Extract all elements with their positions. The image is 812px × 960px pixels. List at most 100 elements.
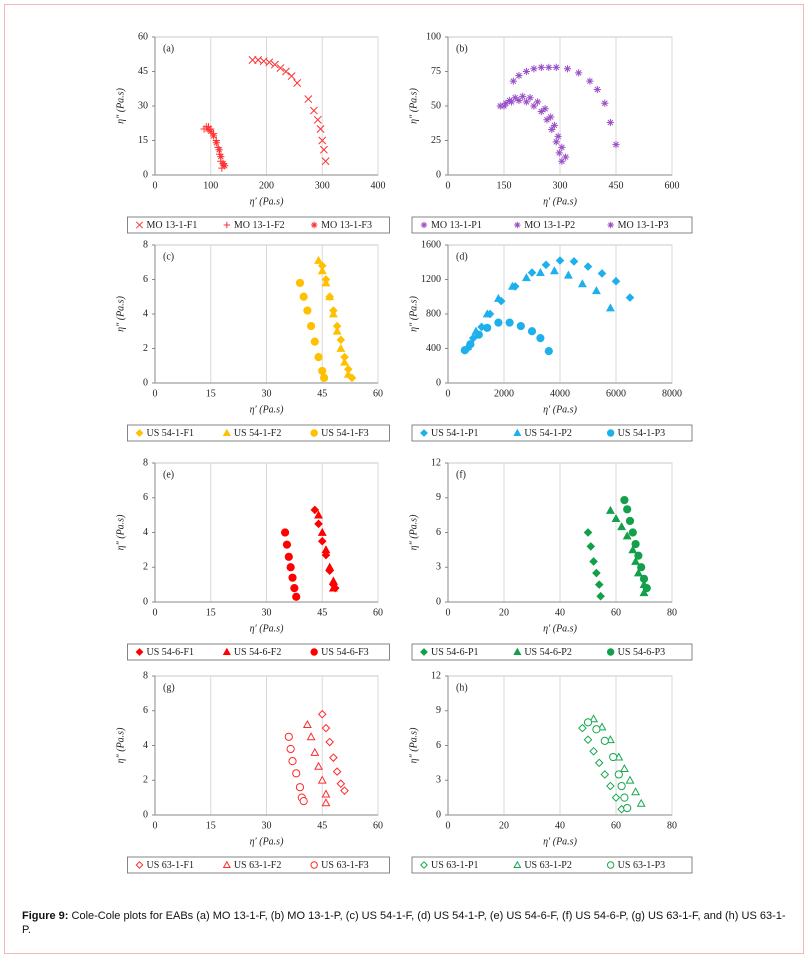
y-axis-label: η″ (Pa.s) [115, 87, 126, 123]
x-axis-label: η′ (Pa.s) [250, 623, 284, 634]
point [633, 568, 643, 577]
point [321, 278, 331, 287]
point [555, 149, 563, 157]
x-tick-label: 30 [262, 388, 272, 399]
point [319, 145, 328, 154]
x-tick-label: 0 [153, 607, 158, 618]
x-tick-label: 40 [555, 820, 565, 831]
point [589, 557, 598, 566]
point [307, 321, 316, 331]
point [600, 770, 610, 779]
legend-marker [135, 429, 144, 437]
y-tick-label: 400 [426, 343, 441, 354]
point [535, 267, 545, 276]
legend-marker [513, 860, 522, 869]
legend-marker [222, 860, 231, 869]
point [526, 94, 534, 102]
y-tick-label: 6 [143, 705, 148, 716]
y-tick-label: 4 [143, 527, 148, 538]
point [310, 337, 319, 346]
point [286, 744, 295, 754]
point [343, 369, 353, 378]
point [537, 63, 545, 71]
point [293, 79, 302, 87]
legend-label: US 54-6-P3 [618, 647, 666, 658]
legend-label: US 54-1-F3 [321, 428, 369, 439]
y-axis-label: η″ (Pa.s) [115, 727, 126, 763]
point [336, 335, 346, 345]
x-tick-label: 45 [317, 388, 327, 399]
point [631, 556, 641, 565]
y-tick-label: 800 [426, 308, 441, 319]
point [314, 255, 323, 264]
x-tick-label: 200 [259, 180, 274, 191]
panel-label: (c) [163, 251, 174, 262]
point [505, 318, 514, 327]
point [310, 505, 320, 515]
point [534, 98, 542, 106]
y-tick-label: 3 [436, 775, 441, 786]
x-tick-label: 30 [262, 820, 272, 831]
y-tick-label: 4 [143, 740, 148, 751]
point [217, 153, 225, 161]
point [600, 736, 609, 745]
point [325, 562, 335, 571]
point [287, 72, 296, 81]
legend-label: US 63-1-F3 [321, 860, 369, 871]
point [612, 141, 620, 149]
y-tick-label: 100 [426, 31, 441, 42]
panel-label: (d) [456, 251, 468, 262]
y-tick-label: 2 [143, 562, 148, 573]
legend-label: MO 13-1-F1 [147, 220, 198, 231]
panel-label: (b) [456, 43, 468, 54]
point [550, 121, 558, 129]
point [634, 551, 643, 560]
x-axis-label: η′ (Pa.s) [543, 623, 577, 634]
x-tick-label: 15 [206, 607, 216, 618]
panel-label: (a) [163, 43, 174, 54]
legend [411, 424, 693, 442]
point [295, 278, 305, 288]
point [317, 709, 327, 719]
point [631, 539, 640, 549]
legend-marker [513, 428, 522, 437]
point [329, 753, 338, 762]
point [282, 67, 290, 76]
point [509, 77, 517, 85]
point [541, 105, 549, 113]
point [586, 77, 594, 85]
point [212, 139, 220, 147]
point [642, 584, 651, 593]
point [310, 747, 320, 756]
legend-label: US 54-1-P3 [618, 428, 666, 439]
point [321, 157, 330, 166]
y-tick-label: 8 [143, 670, 148, 681]
legend-marker [310, 429, 318, 437]
point [292, 592, 301, 601]
legend-marker [420, 648, 428, 656]
y-tick-label: 9 [436, 492, 441, 503]
caption-label: Figure 9: [22, 910, 69, 922]
y-tick-label: 60 [138, 31, 148, 42]
legend-label: US 54-6-F1 [147, 647, 195, 658]
legend-label: MO 13-1-P1 [431, 220, 482, 231]
panel-label: (e) [163, 469, 174, 480]
point [530, 102, 538, 110]
x-tick-label: 0 [153, 388, 158, 399]
legend-label: US 54-1-P2 [524, 428, 572, 439]
point [609, 752, 618, 762]
legend [411, 856, 693, 874]
point [288, 757, 297, 766]
legend-marker [420, 221, 428, 229]
point [583, 718, 593, 727]
x-tick-label: 60 [611, 607, 621, 618]
point [620, 793, 629, 802]
point [622, 531, 632, 540]
point [496, 102, 504, 110]
point [276, 64, 285, 73]
point [593, 85, 601, 94]
legend-marker [420, 861, 428, 869]
y-axis-label: η″ (Pa.s) [408, 87, 419, 123]
legend-marker [513, 647, 522, 656]
